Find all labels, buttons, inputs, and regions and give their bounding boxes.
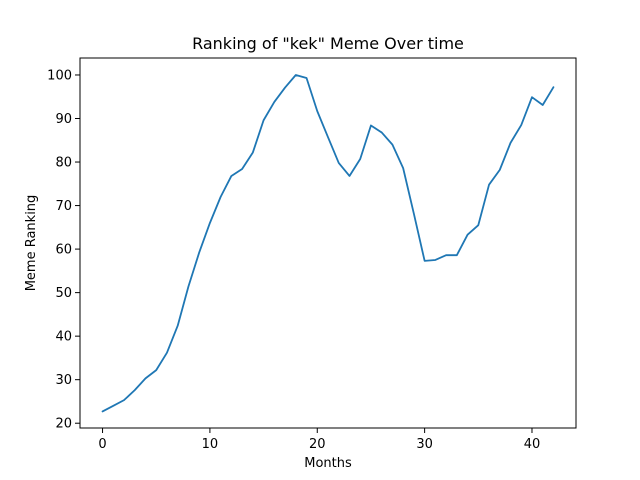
y-tick-label: 80 bbox=[55, 156, 72, 171]
axes-frame bbox=[79, 57, 577, 429]
y-tick-label: 100 bbox=[47, 68, 72, 83]
y-tick-label: 70 bbox=[55, 199, 72, 214]
y-tick-label: 40 bbox=[55, 330, 72, 345]
y-tick-label: 50 bbox=[55, 286, 72, 301]
x-tick-label: 0 bbox=[98, 437, 106, 452]
plot-area bbox=[101, 74, 555, 413]
y-axis-label: Meme Ranking bbox=[24, 195, 39, 292]
series-line bbox=[101, 74, 555, 413]
y-tick-label: 30 bbox=[55, 373, 72, 388]
x-tick-label: 10 bbox=[202, 437, 219, 452]
x-tick-label: 20 bbox=[309, 437, 326, 452]
y-tick-label: 20 bbox=[55, 417, 72, 432]
x-axis-label: Months bbox=[304, 456, 352, 471]
x-tick-label: 30 bbox=[416, 437, 433, 452]
chart-title: Ranking of "kek" Meme Over time bbox=[192, 34, 464, 53]
x-tick-label: 40 bbox=[524, 437, 541, 452]
y-tick-label: 60 bbox=[55, 243, 72, 258]
x-axis: 0 10 20 30 40 bbox=[98, 428, 540, 452]
y-axis: 20 30 40 50 60 70 80 90 100 bbox=[47, 68, 80, 432]
y-tick-label: 90 bbox=[55, 112, 72, 127]
